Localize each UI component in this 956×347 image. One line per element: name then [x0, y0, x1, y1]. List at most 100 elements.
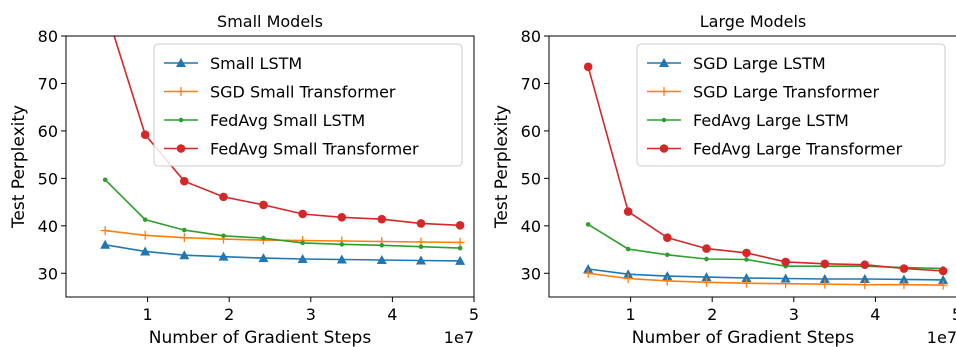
data-point — [415, 255, 426, 265]
data-point — [820, 259, 830, 269]
x-tick-label: 5 — [469, 305, 479, 324]
series-fedavg-small-transformer — [113, 36, 465, 230]
data-point — [741, 278, 751, 288]
data-point — [297, 254, 308, 264]
legend-marker — [176, 58, 186, 67]
chart-panel-2: Large Models 30 40 50 60 70 80 1 2 3 4 5 Number of G… — [492, 12, 956, 347]
data-point — [219, 192, 228, 202]
data-point — [702, 244, 711, 253]
data-point — [583, 264, 594, 274]
legend-entry: FedAvg Large Transformer — [647, 140, 903, 159]
y-tick-label: 40 — [38, 217, 58, 236]
data-point — [218, 251, 229, 261]
data-point — [100, 239, 111, 249]
chart-title: Small Models — [217, 12, 323, 31]
series-line — [588, 272, 944, 286]
data-point — [704, 256, 709, 262]
legend-entry: FedAvg Large LSTM — [647, 111, 849, 130]
y-axis-label: Test Perplexity — [492, 105, 512, 229]
y-tick-label: 50 — [38, 169, 58, 188]
y-axis-label: Test Perplexity — [9, 105, 29, 229]
legend-entry: SGD Large LSTM — [647, 54, 826, 73]
y-tick-label: 80 — [521, 27, 541, 46]
legend-marker — [661, 117, 667, 123]
x-tick-label: 3 — [306, 305, 316, 324]
plot-frame — [548, 35, 956, 298]
data-point — [261, 235, 266, 241]
y-tick-label: 70 — [521, 74, 541, 93]
data-point — [455, 237, 465, 247]
data-point — [180, 176, 189, 186]
data-point — [182, 227, 187, 233]
legend-label: SGD Large Transformer — [693, 83, 879, 102]
legend-marker — [176, 144, 186, 153]
data-point — [742, 248, 751, 258]
y-tick-label: 30 — [521, 264, 541, 283]
data-point — [457, 245, 463, 251]
series-fedavg-large-transformer — [583, 62, 948, 276]
data-point — [625, 246, 631, 252]
legend-entry: FedAvg Small Transformer — [164, 140, 419, 159]
data-point — [140, 246, 151, 256]
data-point — [662, 271, 673, 281]
x-axis-label: Number of Gradient Steps — [149, 328, 372, 347]
y-tick-label: 30 — [38, 264, 58, 283]
data-point — [663, 233, 672, 242]
y-tick-label: 50 — [521, 169, 541, 188]
data-point — [259, 200, 268, 210]
series-sgd-large-transformer — [583, 268, 948, 290]
series-line — [105, 244, 461, 262]
chart-panel-1: Small Models 30 40 50 60 70 80 1 2 3 4 5 Number of G… — [9, 12, 479, 347]
series-line — [587, 223, 944, 270]
series-sgd-large-lstm — [583, 264, 949, 284]
legend-label: FedAvg Large Transformer — [693, 140, 903, 159]
legend: SGD Large LSTM SGD Large Transformer FedAv… — [636, 43, 946, 167]
x-offset-text: 1e7 — [927, 328, 956, 347]
series-line — [587, 66, 944, 272]
data-point — [780, 273, 791, 283]
data-point — [899, 280, 909, 290]
data-point — [337, 212, 347, 222]
data-point — [938, 280, 948, 290]
data-point — [665, 252, 670, 258]
data-point — [140, 130, 150, 140]
data-point — [819, 273, 830, 283]
legend-frame — [153, 43, 463, 167]
series-fedavg-large-lstm — [585, 222, 946, 271]
data-point — [860, 260, 870, 270]
series-fedavg-small-lstm — [102, 177, 463, 251]
x-tick-label: 1 — [626, 305, 636, 324]
data-point — [339, 242, 345, 247]
plot-frame — [65, 35, 475, 298]
legend-label: SGD Small Transformer — [210, 83, 396, 102]
data-point — [662, 276, 672, 286]
chart-title: Large Models — [700, 12, 806, 31]
x-axis-label: Number of Gradient Steps — [632, 328, 855, 347]
data-point — [623, 207, 633, 216]
data-point — [140, 230, 150, 240]
legend-label: SGD Large LSTM — [693, 54, 826, 73]
data-point — [938, 266, 948, 276]
legend-entry: SGD Small Transformer — [164, 83, 396, 102]
data-point — [701, 277, 711, 287]
y-tick-label: 60 — [521, 122, 541, 141]
data-point — [379, 242, 385, 248]
legend-entry: SGD Large Transformer — [647, 83, 879, 102]
legend-frame — [636, 43, 946, 167]
x-tick-label: 4 — [870, 305, 880, 324]
x-tick-label: 5 — [952, 305, 956, 324]
legend-entry: Small LSTM — [164, 54, 302, 73]
legend-marker — [178, 117, 184, 123]
data-point — [583, 62, 593, 72]
data-point — [938, 274, 949, 284]
data-point — [102, 177, 108, 183]
series-line — [104, 179, 461, 249]
data-point — [300, 240, 305, 246]
data-point — [142, 217, 148, 222]
data-point — [298, 209, 307, 219]
x-tick-label: 1 — [143, 305, 153, 324]
data-point — [741, 273, 752, 283]
data-point — [781, 257, 790, 267]
y-tick-label: 80 — [38, 27, 58, 46]
